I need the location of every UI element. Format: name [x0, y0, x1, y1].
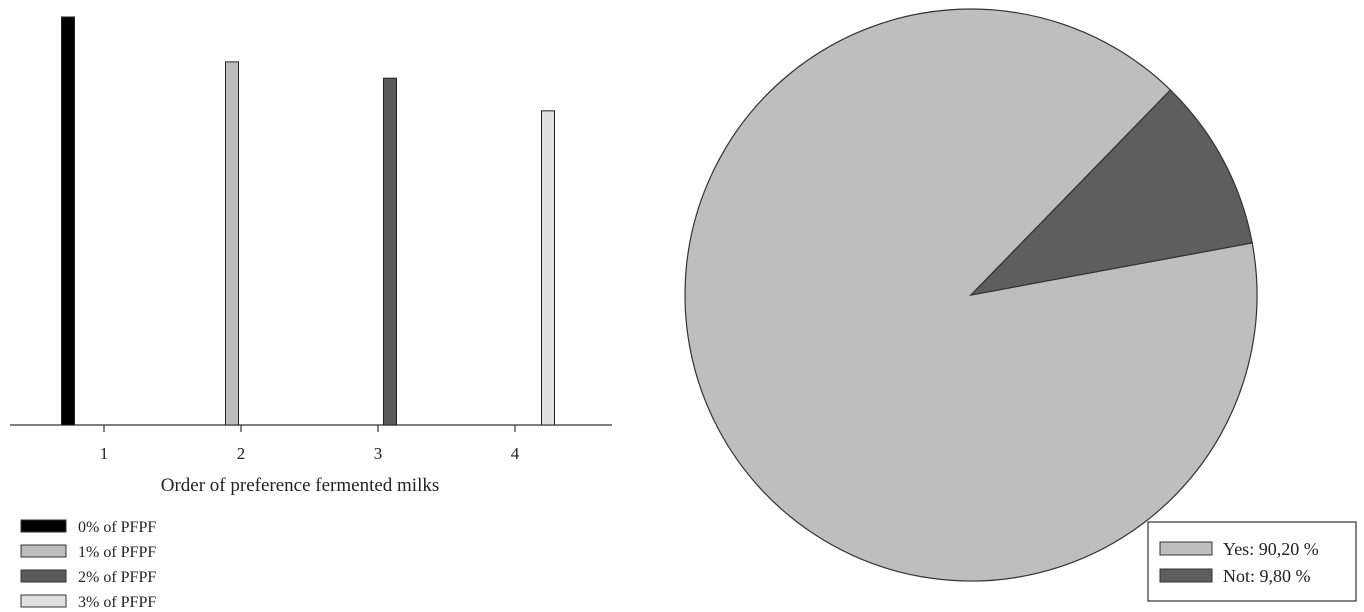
legend-label: 1% of PFPF	[78, 544, 156, 561]
x-tick-label: 4	[511, 444, 520, 463]
legend-swatch	[20, 544, 67, 558]
bar	[541, 110, 555, 426]
legend-label: 3% of PFPF	[78, 594, 156, 611]
legend-swatch	[20, 519, 67, 533]
bar-legend: 0% of PFPF 1% of PFPF 2% of PFPF 3% of PFPF	[20, 519, 156, 611]
x-axis-label: Order of preference fermented milks	[161, 475, 440, 496]
x-tick-label: 1	[100, 444, 109, 463]
legend-swatch	[20, 569, 67, 583]
legend-swatch	[1159, 541, 1213, 556]
bar-chart: 1 2 3 4 Order of preference fermented milks…	[10, 16, 612, 611]
legend-label: 2% of PFPF	[78, 569, 156, 586]
legend-label: Yes: 90,20 %	[1223, 539, 1319, 559]
legend-swatch	[1159, 568, 1213, 583]
pie-slice	[684, 8, 1258, 582]
legend-label: Not: 9,80 %	[1223, 566, 1311, 586]
bar	[383, 77, 397, 426]
pie-slice	[969, 89, 1253, 296]
x-tick-label: 3	[374, 444, 383, 463]
pie-legend: Yes: 90,20 % Not: 9,80 %	[1147, 521, 1357, 602]
legend-label: 0% of PFPF	[78, 519, 156, 536]
bar	[225, 61, 239, 426]
legend-swatch	[20, 594, 67, 608]
legend-box	[1147, 521, 1357, 602]
x-tick-label: 2	[237, 444, 246, 463]
bar	[61, 16, 75, 426]
